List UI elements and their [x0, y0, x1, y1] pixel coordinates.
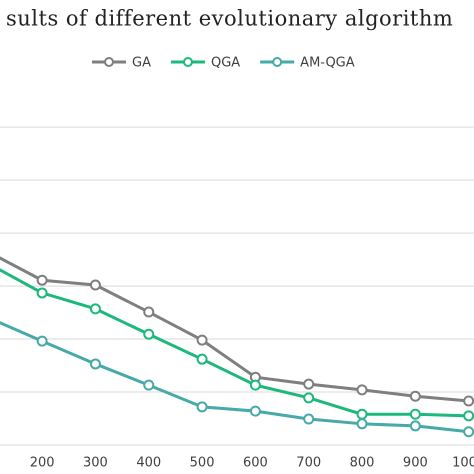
legend-label: QGA: [211, 56, 240, 71]
x-tick-label: 400: [136, 456, 161, 471]
legend-marker: [272, 57, 283, 67]
point: [89, 279, 101, 291]
point: [356, 408, 368, 420]
point: [249, 379, 261, 391]
point: [356, 384, 368, 396]
legend-marker: [182, 57, 193, 67]
point: [303, 413, 315, 425]
point: [196, 401, 208, 413]
point: [89, 358, 101, 370]
point: [89, 303, 101, 315]
point: [143, 306, 155, 318]
x-tick-label: 800: [350, 456, 375, 471]
point: [303, 378, 315, 390]
point: [356, 418, 368, 430]
point: [463, 395, 474, 407]
x-tick-label: 200: [30, 456, 55, 471]
series-line: [0, 321, 469, 434]
x-tick-label: 700: [296, 456, 321, 471]
point: [409, 390, 421, 402]
x-tick-label: 300: [83, 456, 108, 471]
point: [36, 287, 48, 299]
point: [463, 426, 474, 438]
x-tick-label: 900: [403, 456, 428, 471]
point: [409, 420, 421, 432]
point: [196, 353, 208, 365]
x-tick-label: 600: [243, 456, 268, 471]
point: [463, 410, 474, 422]
point: [143, 328, 155, 340]
point: [36, 335, 48, 347]
legend-label: AM-QGA: [300, 56, 355, 71]
x-tick-label: 500: [190, 456, 215, 471]
point: [143, 379, 155, 391]
legend-label: GA: [132, 56, 151, 71]
point: [249, 405, 261, 417]
chart-title: sults of different evolutionary algorith…: [6, 7, 453, 31]
legend-marker: [104, 57, 114, 67]
point: [409, 408, 421, 420]
series-line: [0, 256, 469, 403]
point: [303, 392, 315, 404]
x-tick-label: 1000: [452, 456, 474, 471]
series-line: [0, 268, 469, 418]
point: [196, 334, 208, 346]
point: [36, 274, 48, 286]
